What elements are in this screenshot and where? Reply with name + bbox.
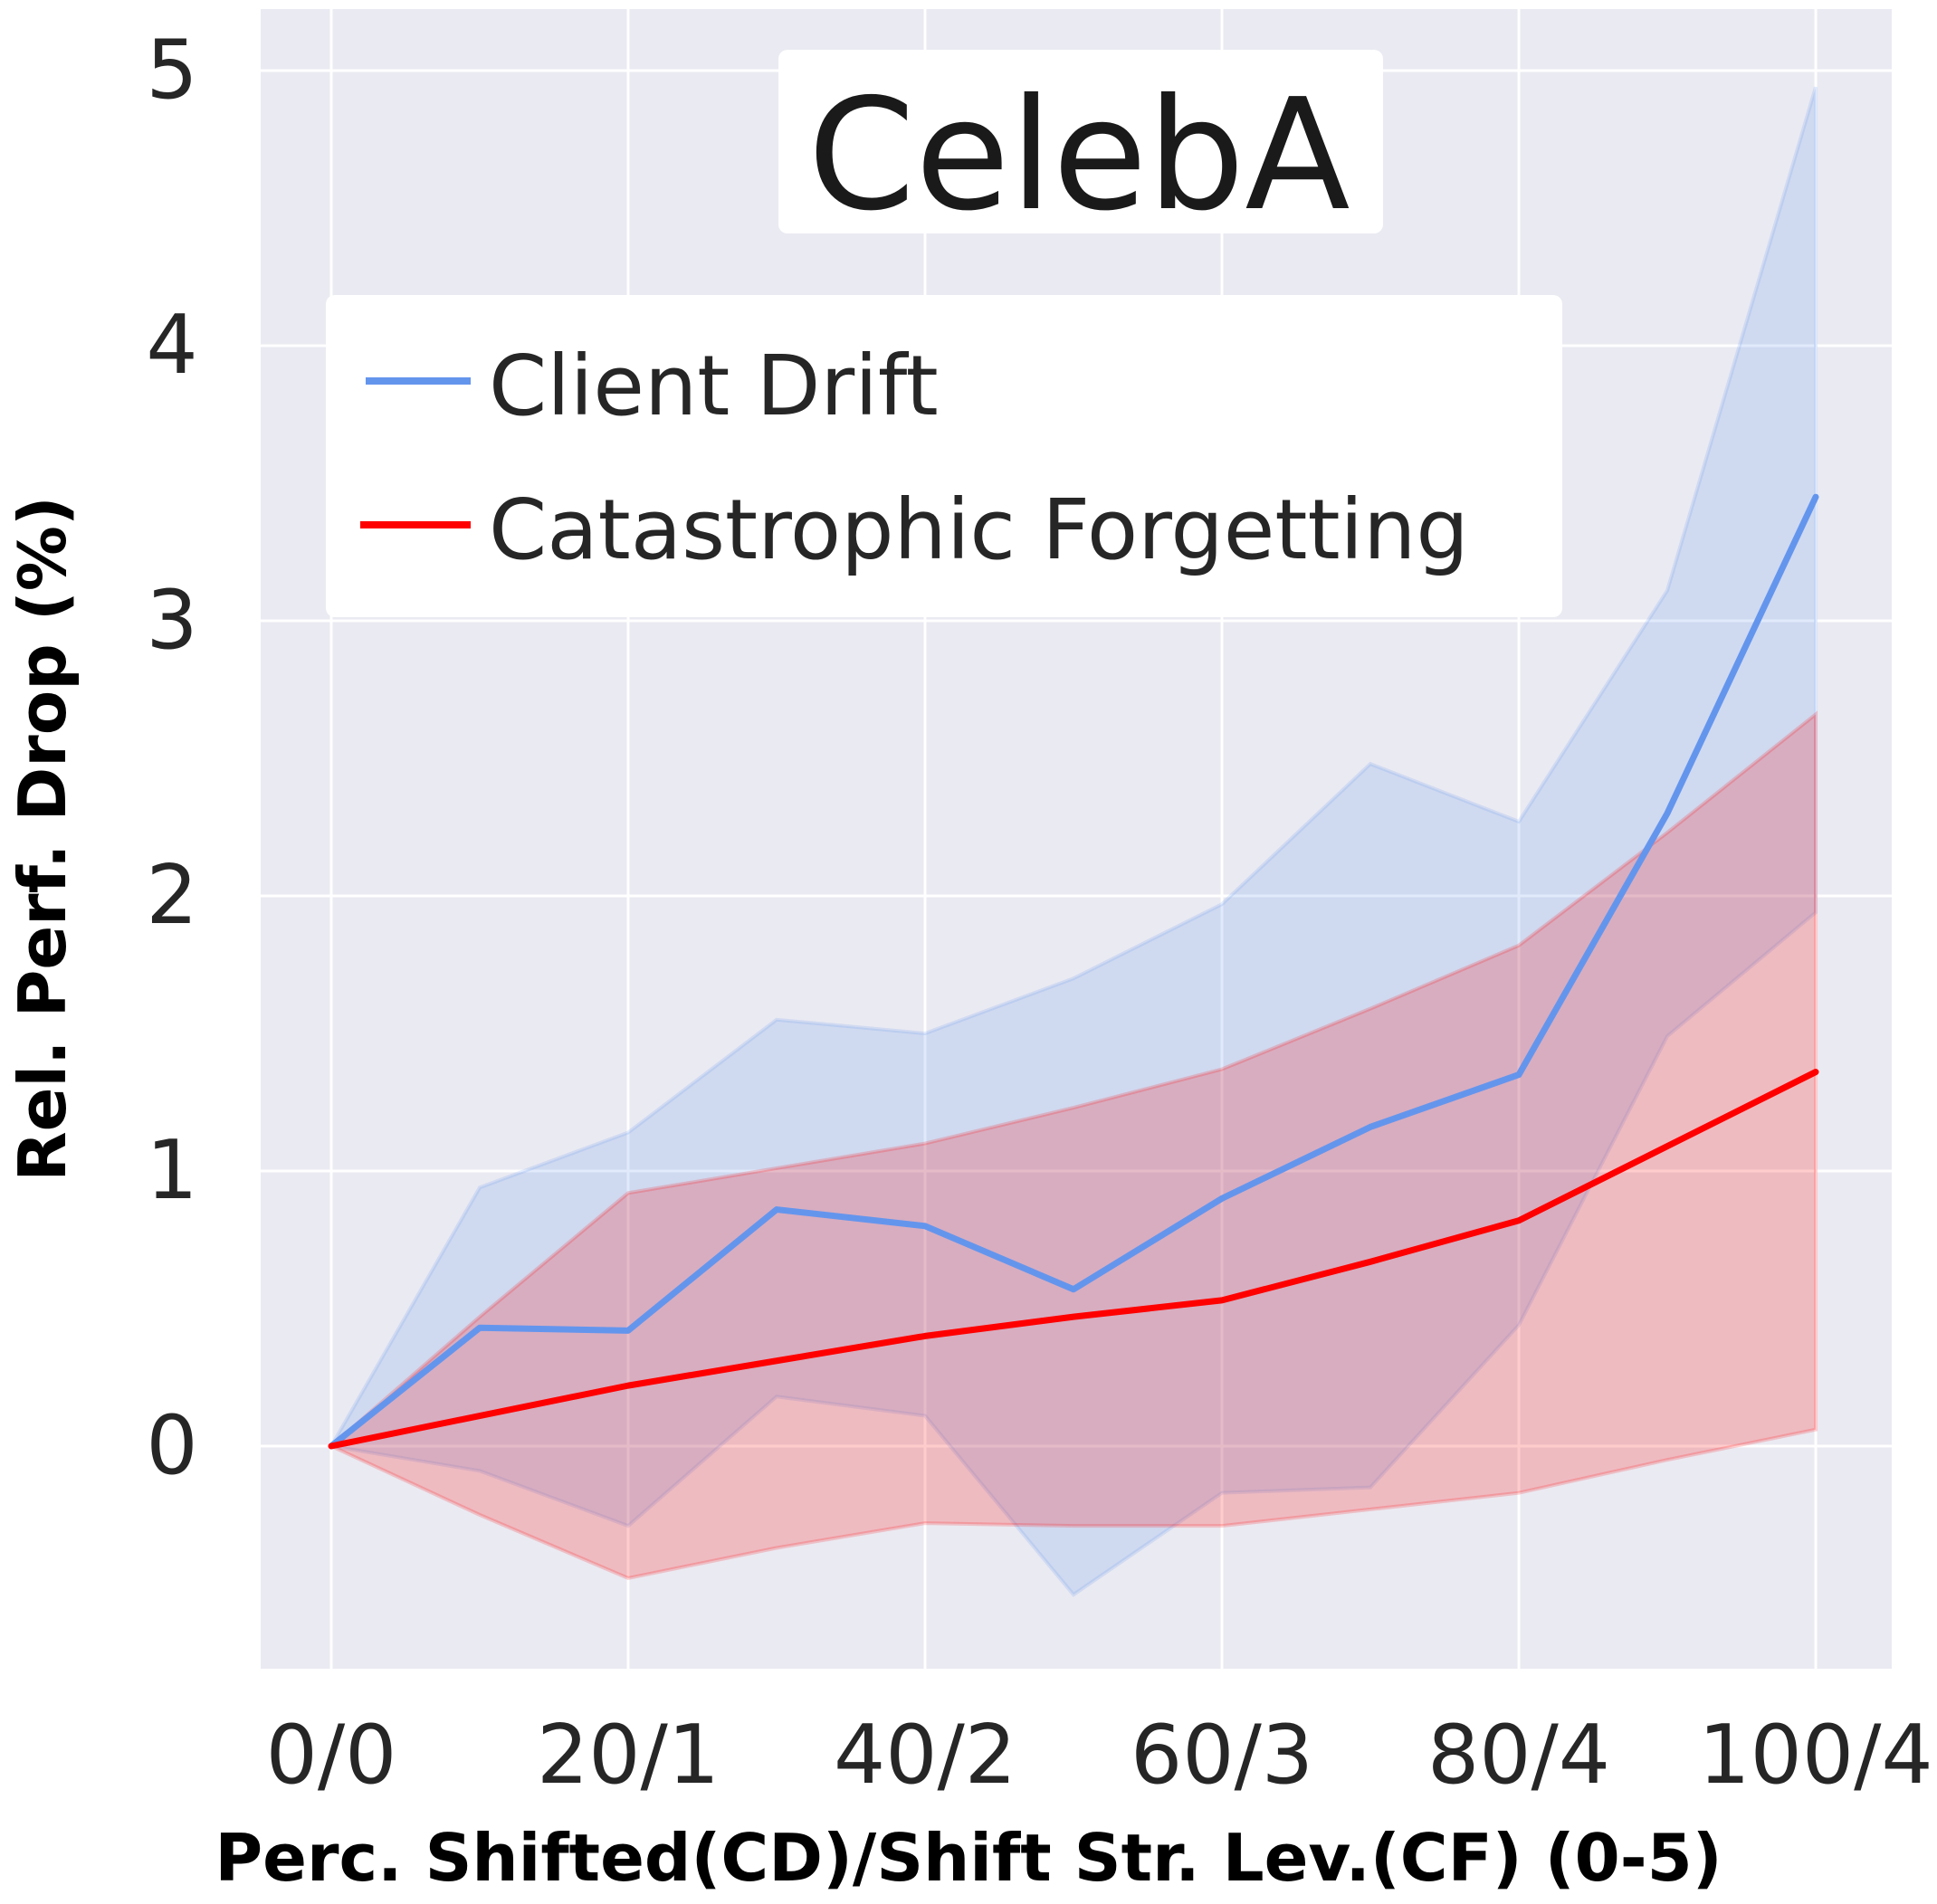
x-axis-label: Perc. Shifted(CD)/Shift Str. Lev.(CF) (0…: [215, 1820, 1722, 1896]
legend-label-client-drift: Client Drift: [489, 338, 939, 434]
y-tick-label: 2: [146, 848, 197, 943]
x-tick-label: 0/0: [266, 1708, 397, 1803]
y-tick-labels: 0 1 2 3 4 5: [146, 23, 197, 1493]
plot-background: [261, 9, 1892, 1669]
y-tick-label: 5: [146, 23, 197, 118]
x-tick-labels: 0/0 20/1 40/2 60/3 80/4 100/4: [266, 1708, 1933, 1803]
x-tick-label: 40/2: [834, 1708, 1016, 1803]
y-axis-label: Rel. Perf. Drop (%): [5, 496, 81, 1182]
chart-title-box: CelebA: [778, 50, 1383, 245]
x-tick-label: 80/4: [1427, 1708, 1610, 1803]
x-tick-label: 60/3: [1131, 1708, 1313, 1803]
chart-title: CelebA: [807, 66, 1350, 245]
x-tick-label: 100/4: [1698, 1708, 1932, 1803]
y-tick-label: 3: [146, 573, 197, 668]
legend: Client Drift Catastrophic Forgetting: [326, 295, 1562, 617]
legend-label-catastrophic-forgetting: Catastrophic Forgetting: [489, 481, 1469, 578]
y-tick-label: 4: [146, 298, 197, 393]
legend-box: [326, 295, 1562, 617]
y-tick-label: 1: [146, 1123, 197, 1218]
y-tick-label: 0: [146, 1398, 197, 1493]
series-lines: [328, 493, 1819, 1450]
x-tick-label: 20/1: [537, 1708, 720, 1803]
title-background: [778, 50, 1383, 233]
